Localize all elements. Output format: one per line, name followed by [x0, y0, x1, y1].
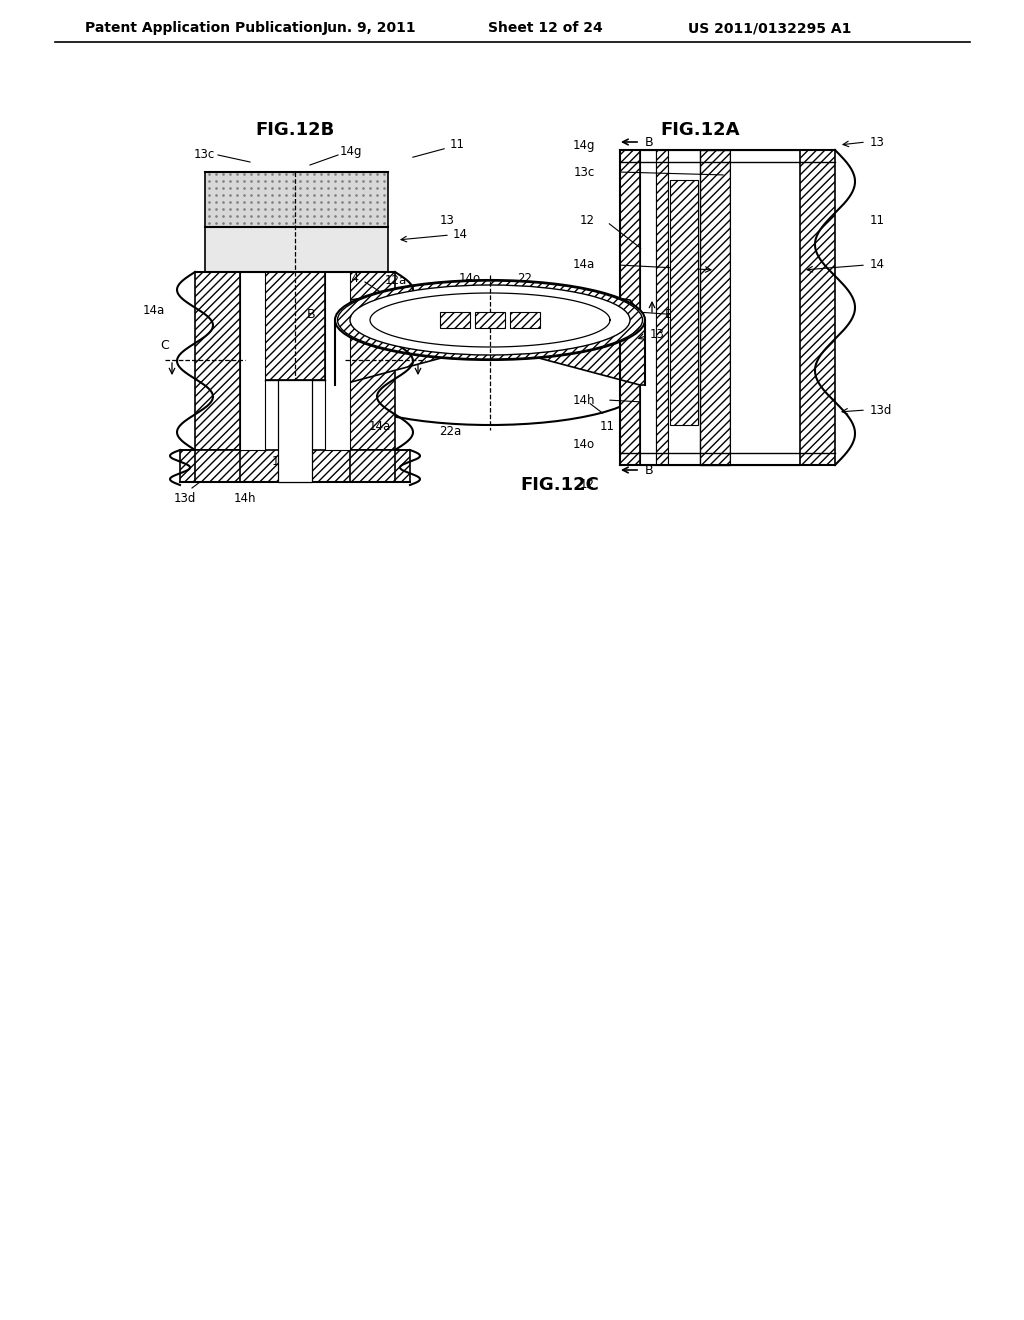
Text: B: B — [645, 136, 653, 149]
Text: C: C — [421, 339, 429, 352]
Text: 14o: 14o — [572, 438, 595, 451]
Polygon shape — [700, 150, 730, 465]
Text: 13c: 13c — [194, 149, 215, 161]
Polygon shape — [670, 180, 698, 425]
Text: 13d: 13d — [174, 492, 197, 506]
Text: 14h: 14h — [572, 393, 595, 407]
Text: FIG.12A: FIG.12A — [660, 121, 739, 139]
Bar — [325, 272, 350, 450]
Polygon shape — [490, 280, 645, 385]
Polygon shape — [350, 450, 395, 482]
Text: 22: 22 — [295, 393, 310, 407]
Ellipse shape — [350, 285, 630, 355]
Text: 14: 14 — [345, 272, 360, 285]
Text: B: B — [645, 463, 653, 477]
Text: 22a: 22a — [340, 304, 362, 317]
Text: Jun. 9, 2011: Jun. 9, 2011 — [324, 21, 417, 36]
Polygon shape — [656, 150, 668, 465]
Text: 22a: 22a — [439, 425, 461, 438]
Text: 11: 11 — [870, 214, 885, 227]
Text: 14h: 14h — [233, 492, 256, 506]
Bar — [240, 272, 265, 450]
Text: 13: 13 — [650, 329, 665, 342]
Text: 12: 12 — [580, 479, 595, 491]
Polygon shape — [350, 272, 395, 450]
Text: 11: 11 — [450, 139, 465, 152]
Text: C: C — [161, 339, 169, 352]
Bar — [640, 150, 656, 465]
Bar — [730, 150, 800, 465]
Text: B: B — [665, 309, 674, 322]
Text: Sheet 12 of 24: Sheet 12 of 24 — [487, 21, 602, 36]
Polygon shape — [195, 272, 240, 450]
Text: 14o: 14o — [272, 455, 294, 469]
Text: 14o: 14o — [459, 272, 481, 285]
Text: 14g: 14g — [340, 145, 362, 158]
Text: 14a: 14a — [369, 420, 391, 433]
Text: 11: 11 — [600, 420, 615, 433]
Bar — [668, 150, 700, 465]
Polygon shape — [180, 450, 410, 482]
Ellipse shape — [338, 281, 642, 359]
Polygon shape — [265, 272, 325, 380]
Text: 13d: 13d — [870, 404, 892, 417]
Polygon shape — [335, 280, 490, 385]
Polygon shape — [195, 450, 240, 482]
Text: 13: 13 — [870, 136, 885, 149]
Text: B: B — [306, 309, 315, 322]
Ellipse shape — [335, 280, 645, 360]
Text: FIG.12C: FIG.12C — [520, 477, 599, 494]
Polygon shape — [800, 150, 835, 465]
Text: 22: 22 — [580, 304, 595, 317]
Text: 22: 22 — [517, 272, 532, 285]
Text: Patent Application Publication: Patent Application Publication — [85, 21, 323, 36]
Ellipse shape — [370, 293, 610, 347]
Text: 13c: 13c — [573, 165, 595, 178]
Text: 14a: 14a — [572, 259, 595, 272]
Polygon shape — [440, 312, 470, 327]
Text: FIG.12B: FIG.12B — [255, 121, 335, 139]
Text: 12a: 12a — [385, 273, 408, 286]
Text: 14a: 14a — [142, 304, 165, 317]
Text: 14: 14 — [453, 228, 468, 242]
Ellipse shape — [335, 345, 645, 425]
Text: 14g: 14g — [572, 139, 595, 152]
Text: 13: 13 — [440, 214, 455, 227]
Text: US 2011/0132295 A1: US 2011/0132295 A1 — [688, 21, 852, 36]
Bar — [205, 227, 388, 272]
Bar — [278, 380, 312, 482]
Text: 12: 12 — [580, 214, 595, 227]
Polygon shape — [510, 312, 540, 327]
Bar — [205, 172, 388, 227]
Polygon shape — [620, 150, 640, 465]
Text: 22a: 22a — [242, 304, 264, 317]
Text: 14: 14 — [870, 259, 885, 272]
Polygon shape — [475, 312, 505, 327]
Text: 12a: 12a — [572, 348, 595, 362]
